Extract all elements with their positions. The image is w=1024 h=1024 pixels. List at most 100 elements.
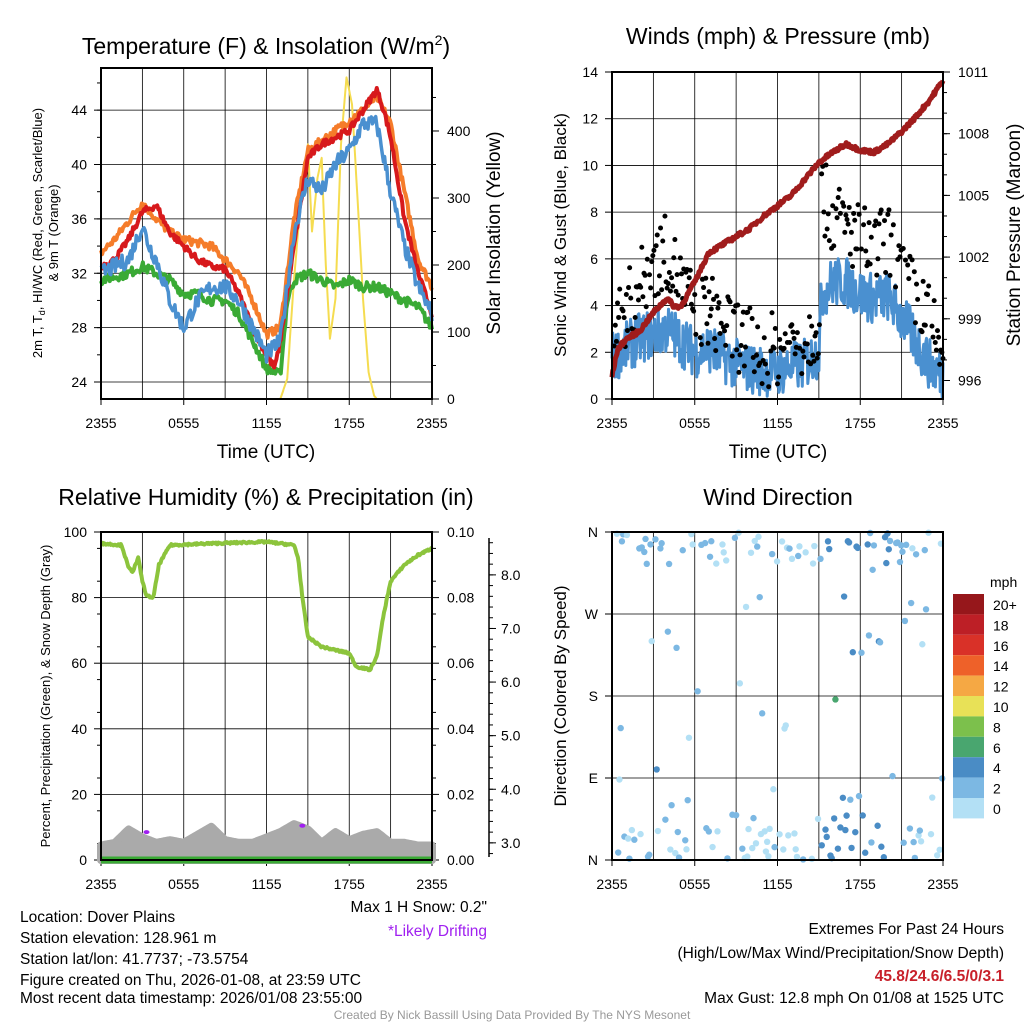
gust-point — [847, 251, 853, 257]
y-tick-label: 100 — [64, 524, 88, 540]
speed-legend: mph 20+ 18 16 14 12 10 8 6 4 2 0 — [953, 574, 1017, 819]
gust-point — [755, 324, 761, 330]
figure-created-text: Figure created on Thu, 2026-01-08, at 23… — [20, 972, 361, 989]
gust-point — [692, 292, 698, 298]
gust-point — [934, 328, 940, 334]
panel-3: 2355 0555 1155 1755 2355 N E S W N — [585, 524, 959, 892]
wind-direction-point — [736, 680, 744, 687]
gust-point — [810, 352, 816, 358]
series-snow-depth — [97, 820, 436, 864]
wind-direction-point — [936, 846, 943, 853]
gust-point — [734, 347, 740, 353]
wind-direction-point — [792, 846, 799, 853]
gust-point — [711, 296, 717, 302]
wind-direction-point — [752, 840, 760, 847]
gust-point — [702, 294, 708, 300]
wind-direction-point — [643, 560, 650, 568]
x-tick-label: 1155 — [762, 415, 792, 431]
wind-direction-point — [742, 603, 750, 611]
wind-direction-point — [834, 845, 842, 852]
wind-direction-point — [796, 543, 803, 550]
gust-point — [925, 292, 931, 298]
wind-direction-point — [662, 816, 669, 823]
wind-direction-point — [906, 825, 914, 832]
gust-point — [653, 243, 659, 249]
wind-direction-point — [679, 547, 686, 554]
gust-point — [888, 232, 894, 238]
gust-point — [654, 232, 660, 238]
gust-point — [831, 243, 837, 249]
wind-direction-point — [652, 536, 659, 543]
gust-point — [665, 281, 671, 287]
gust-point — [650, 253, 656, 259]
gust-point — [842, 229, 848, 235]
x-tick-label: 1755 — [334, 876, 365, 892]
gust-point — [747, 305, 753, 311]
gust-point — [855, 202, 861, 208]
wind-direction-point — [859, 812, 866, 819]
wind-direction-point — [862, 849, 869, 856]
wind-direction-point — [855, 792, 863, 800]
wind-direction-point — [773, 558, 781, 565]
wind-direction-point — [667, 846, 674, 853]
wind-direction-point — [631, 836, 638, 843]
wind-direction-point — [685, 734, 693, 741]
wind-direction-point — [849, 649, 857, 656]
right-y-tick-label: 1008 — [958, 126, 989, 142]
wind-direction-point — [869, 566, 876, 573]
legend-label: 20+ — [993, 597, 1017, 613]
extremes-values: 45.8/24.6/6.5/0/3.1 — [875, 968, 1005, 985]
gust-point — [799, 371, 805, 377]
wind-direction-point — [898, 542, 905, 549]
gust-point — [929, 323, 935, 329]
right-y-tick-label: 0.02 — [447, 786, 474, 802]
snow-max-text: Max 1 H Snow: 0.2" — [351, 899, 487, 916]
gust-point — [852, 217, 858, 223]
gust-point — [688, 301, 694, 307]
x-tick-label: 2355 — [927, 415, 958, 431]
gust-point — [819, 171, 825, 177]
gust-point — [800, 348, 806, 354]
gust-point — [771, 345, 777, 351]
gust-point — [671, 255, 677, 261]
wind-direction-point — [808, 855, 816, 863]
gust-point — [787, 339, 793, 345]
wind-direction-point — [617, 724, 624, 732]
gust-point — [897, 254, 903, 260]
location-text: Location: Dover Plains — [20, 909, 175, 926]
snow-tick-label: 3.0 — [501, 835, 521, 851]
gust-point — [751, 369, 757, 375]
gust-point — [936, 334, 942, 340]
gust-point — [656, 273, 662, 279]
wind-direction-point — [745, 825, 752, 833]
gust-point — [738, 343, 744, 349]
wind-direction-point — [866, 529, 874, 537]
gust-point — [825, 211, 831, 217]
gust-point — [885, 211, 891, 217]
plot-border — [611, 531, 944, 861]
wind-direction-point — [817, 555, 824, 563]
gust-point — [638, 284, 644, 290]
wind-direction-point — [874, 822, 881, 829]
wind-direction-point — [929, 794, 936, 801]
gust-point — [876, 221, 882, 227]
gust-point — [731, 309, 737, 315]
wind-direction-point — [840, 593, 848, 600]
x-tick-label: 0555 — [168, 876, 199, 892]
right-y-tick-label: 0.06 — [447, 655, 474, 671]
wind-direction-point — [768, 550, 776, 558]
gust-point — [661, 259, 667, 265]
gust-point — [823, 162, 829, 168]
gust-point — [815, 351, 821, 357]
legend-swatch — [953, 696, 984, 717]
wind-direction-point — [907, 599, 915, 607]
wind-direction-point — [916, 827, 924, 834]
gust-point — [922, 322, 928, 328]
y-tick-label: 20 — [71, 786, 87, 802]
gust-point — [816, 322, 822, 328]
wind-direction-point — [909, 545, 916, 552]
wind-direction-point — [674, 828, 681, 836]
temp-x-axis-label: Time (UTC) — [217, 442, 316, 463]
gust-point — [716, 300, 722, 306]
